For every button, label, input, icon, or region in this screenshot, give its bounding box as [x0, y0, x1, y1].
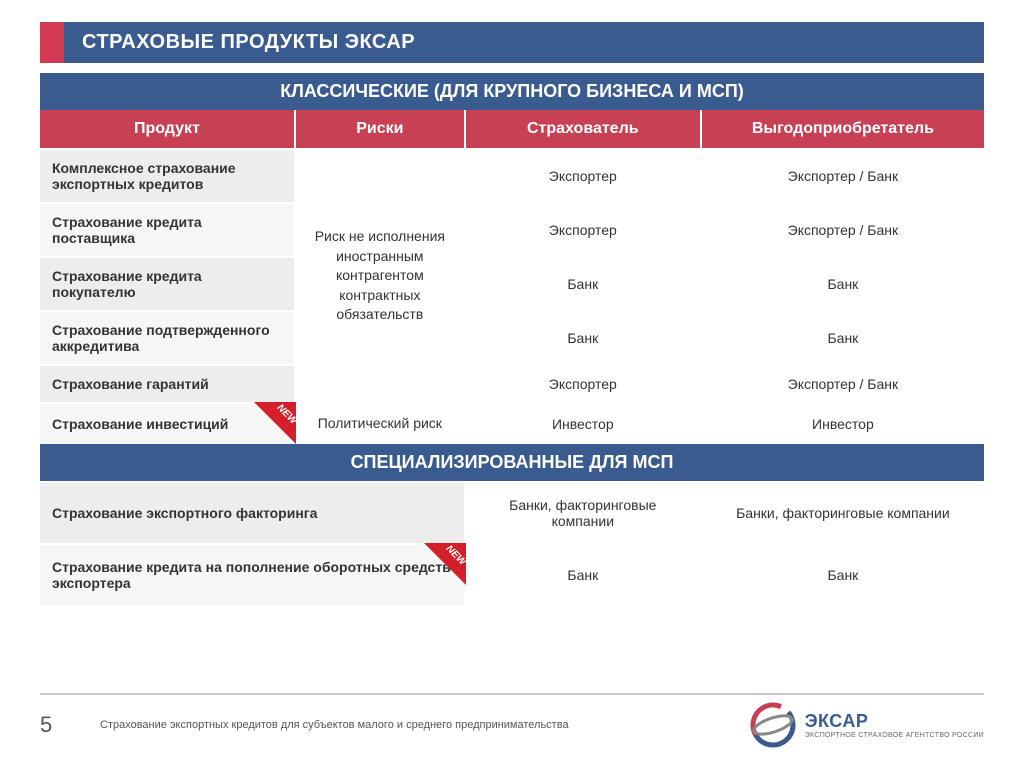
beneficiary-cell: Экспортер / Банк: [701, 203, 984, 257]
title-bar: СТРАХОВЫЕ ПРОДУКТЫ ЭКСАР: [40, 22, 984, 63]
logo-subtitle: ЭКСПОРТНОЕ СТРАХОВОЕ АГЕНТСТВО РОССИИ: [805, 732, 984, 739]
product-cell: Страхование подтвержденного аккредитива: [40, 311, 295, 365]
product-cell: Страхование кредита поставщика: [40, 203, 295, 257]
table-row: Страхование гарантий Экспортер Экспортер…: [40, 365, 984, 403]
table-row: Страхование кредита поставщика Экспортер…: [40, 203, 984, 257]
logo-icon: [749, 701, 797, 749]
product-label: Страхование инвестиций: [52, 416, 228, 432]
beneficiary-cell: Инвестор: [701, 403, 984, 444]
insurer-cell: Инвестор: [465, 403, 701, 444]
section-msp-header: СПЕЦИАЛИЗИРОВАННЫЕ ДЛЯ МСП: [40, 444, 984, 481]
beneficiary-cell: Банк: [701, 544, 984, 605]
beneficiary-cell: Экспортер / Банк: [701, 365, 984, 403]
beneficiary-cell: Банк: [701, 311, 984, 365]
page-title: СТРАХОВЫЕ ПРОДУКТЫ ЭКСАР: [64, 22, 984, 63]
classic-table: Продукт Риски Страхователь Выгодоприобре…: [40, 110, 984, 444]
table-row: Комплексное страхование экспортных креди…: [40, 149, 984, 203]
logo: ЭКСАР ЭКСПОРТНОЕ СТРАХОВОЕ АГЕНТСТВО РОС…: [749, 701, 984, 749]
msp-table: Страхование экспортного факторинга Банки…: [40, 481, 984, 605]
table-row: Страхование инвестиций Политический риск…: [40, 403, 984, 444]
risk-political-cell: Политический риск: [295, 403, 465, 444]
page-number: 5: [40, 712, 100, 738]
footer-divider: [40, 693, 984, 695]
insurer-cell: Банки, факторинговые компании: [465, 482, 701, 544]
table-header-row: Продукт Риски Страхователь Выгодоприобре…: [40, 110, 984, 149]
product-cell: Комплексное страхование экспортных креди…: [40, 149, 295, 203]
risk-main-cell: Риск не исполнения иностранным контраген…: [295, 149, 465, 403]
beneficiary-cell: Банки, факторинговые компании: [701, 482, 984, 544]
col-header-product: Продукт: [40, 110, 295, 149]
insurer-cell: Банк: [465, 311, 701, 365]
title-accent: [40, 22, 64, 63]
beneficiary-cell: Экспортер / Банк: [701, 149, 984, 203]
col-header-insurer: Страхователь: [465, 110, 701, 149]
product-cell: Страхование инвестиций: [40, 403, 295, 444]
product-cell: Страхование кредита покупателю: [40, 257, 295, 311]
product-cell: Страхование гарантий: [40, 365, 295, 403]
section-classic-header: КЛАССИЧЕСКИЕ (ДЛЯ КРУПНОГО БИЗНЕСА И МСП…: [40, 73, 984, 110]
product-cell: Страхование экспортного факторинга: [40, 482, 465, 544]
insurer-cell: Экспортер: [465, 203, 701, 257]
table-row: Страхование подтвержденного аккредитива …: [40, 311, 984, 365]
table-row: Страхование экспортного факторинга Банки…: [40, 482, 984, 544]
logo-name: ЭКСАР: [805, 711, 984, 732]
insurer-cell: Экспортер: [465, 365, 701, 403]
insurer-cell: Банк: [465, 257, 701, 311]
insurer-cell: Экспортер: [465, 149, 701, 203]
col-header-risk: Риски: [295, 110, 465, 149]
product-label: Страхование кредита на пополнение оборот…: [52, 559, 451, 591]
col-header-beneficiary: Выгодоприобретатель: [701, 110, 984, 149]
table-row: Страхование кредита на пополнение оборот…: [40, 544, 984, 605]
footer-text: Страхование экспортных кредитов для субъ…: [100, 719, 749, 731]
insurer-cell: Банк: [465, 544, 701, 605]
product-cell: Страхование кредита на пополнение оборот…: [40, 544, 465, 605]
footer: 5 Страхование экспортных кредитов для су…: [0, 701, 1024, 749]
table-row: Страхование кредита покупателю Банк Банк: [40, 257, 984, 311]
beneficiary-cell: Банк: [701, 257, 984, 311]
